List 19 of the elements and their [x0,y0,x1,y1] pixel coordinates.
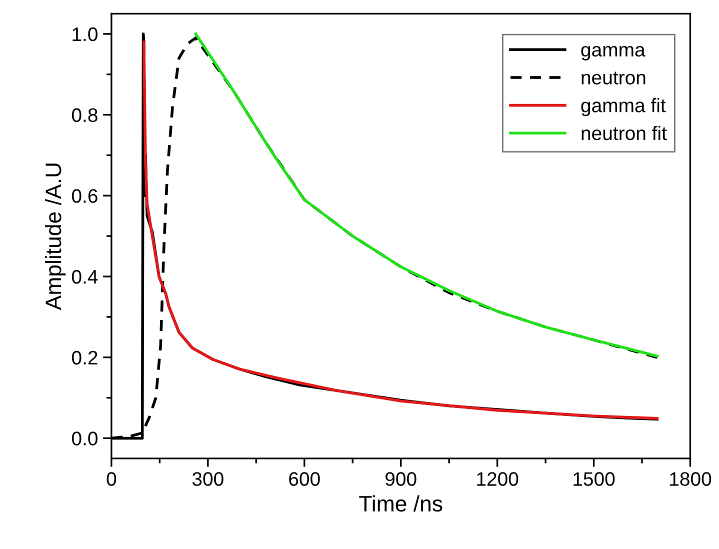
x-tick-label: 900 [386,472,416,486]
y-tick-label: 1.0 [72,27,98,42]
y-tick-label: 0.8 [72,108,98,122]
x-tick-label: 1200 [477,472,518,486]
x-tick-label: 0 [106,472,116,486]
y-tick-label: 0.0 [72,432,98,446]
legend-label: neutron [582,72,646,84]
x-tick-label: 600 [289,472,320,486]
y-axis-title: Amplitude /A.U [44,164,66,310]
x-tick-label: 1800 [670,472,712,486]
legend-label: gamma fit [581,98,666,116]
x-tick-label: 1500 [574,472,615,486]
legend-label: neutron fit [582,126,667,140]
y-tick-label: 0.6 [72,189,98,203]
legend-label: gamma [581,46,646,60]
x-tick-label: 300 [192,472,224,486]
y-tick-label: 0.4 [72,270,98,284]
x-axis-title: Time /ns [359,495,442,512]
y-tick-label: 0.2 [72,350,98,365]
